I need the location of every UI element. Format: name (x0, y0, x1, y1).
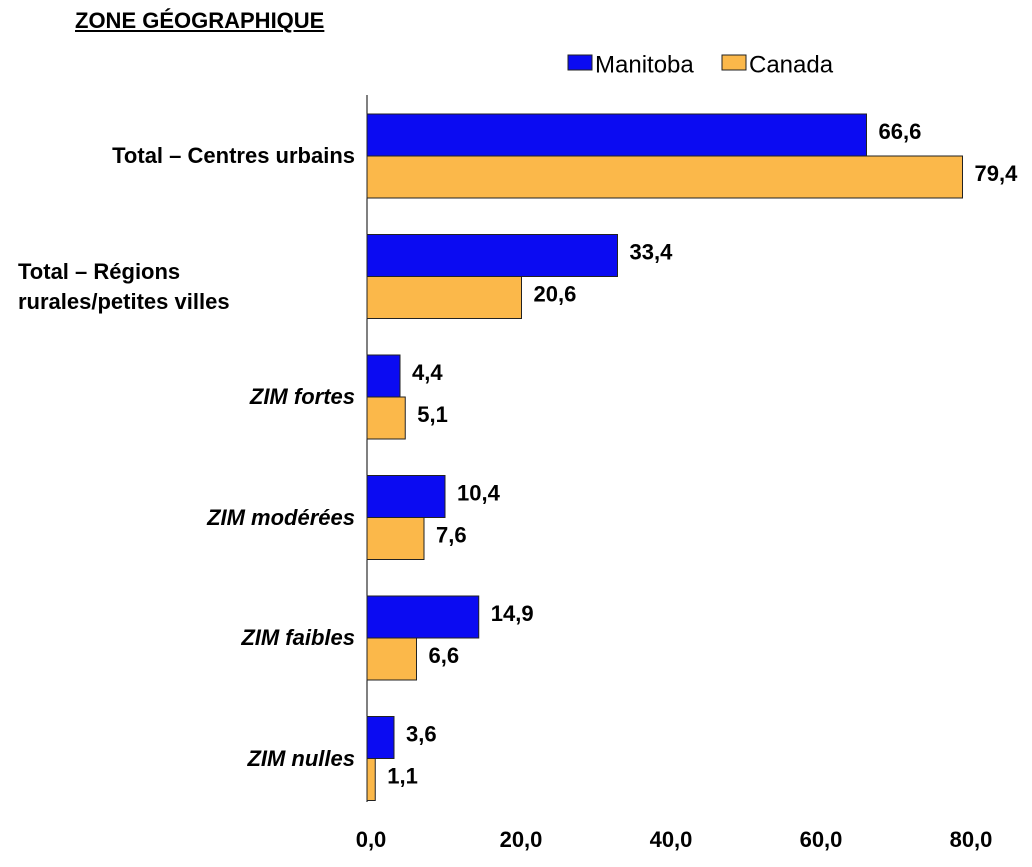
category-label: ZIM nulles (247, 745, 355, 771)
value-label: 79,4 (975, 161, 1019, 186)
category-label: Total – Régions rurales/petites villes (18, 258, 230, 314)
chart-title: ZONE GÉOGRAPHIQUE (75, 8, 325, 33)
category-label: ZIM faibles (241, 625, 355, 650)
value-label: 6,6 (429, 643, 460, 668)
bar (366, 475, 446, 518)
x-tick-label: 60,0 (800, 827, 843, 852)
x-tick-label: 40,0 (650, 827, 693, 852)
bar (366, 517, 425, 560)
bar (366, 716, 395, 759)
value-label: 1,1 (387, 763, 418, 788)
value-label: 66,6 (879, 119, 922, 144)
value-label: 14,9 (491, 601, 534, 626)
legend-swatch (721, 54, 747, 71)
bar (366, 758, 376, 801)
x-tick-label: 0,0 (356, 827, 387, 852)
legend-swatch (567, 54, 593, 71)
value-label: 3,6 (406, 721, 437, 746)
x-tick-label: 20,0 (500, 827, 543, 852)
category-label: ZIM fortes (249, 384, 355, 409)
legend-label: Manitoba (595, 51, 694, 78)
value-label: 20,6 (534, 281, 577, 306)
value-label: 4,4 (412, 360, 443, 385)
bar (366, 396, 406, 440)
bar (366, 595, 480, 639)
value-label: 10,4 (457, 480, 501, 505)
value-label: 7,6 (436, 522, 467, 547)
bar (366, 354, 401, 398)
category-label: ZIM modérées (207, 504, 355, 530)
bar (366, 113, 867, 157)
category-label: Total – Centres urbains (112, 143, 355, 168)
bar (366, 276, 522, 319)
bar (366, 637, 417, 681)
value-label: 5,1 (417, 402, 448, 427)
x-tick-label: 80,0 (950, 827, 993, 852)
value-label: 33,4 (630, 239, 674, 264)
legend-label: Canada (749, 51, 834, 78)
bar (366, 234, 618, 277)
bar (366, 155, 963, 199)
